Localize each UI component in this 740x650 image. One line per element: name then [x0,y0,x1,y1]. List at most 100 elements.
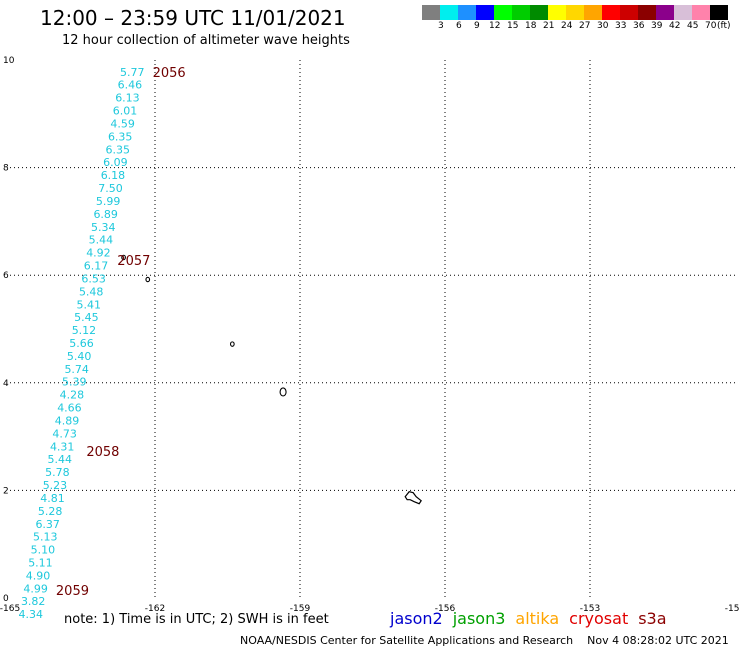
satellite-legend: jason2 jason3 altika cryosat s3a [390,609,677,628]
color-scale-label: 70 [705,21,717,31]
wave-height-label: 5.78 [45,466,70,479]
color-swatch [548,5,566,20]
color-scale-label: (ft) [717,21,731,31]
wave-height-label: 5.45 [74,311,99,324]
wave-height-label: 5.39 [62,376,87,389]
x-tick-label: -150 [725,604,740,614]
pass-time-label: 2058 [86,445,119,460]
y-tick-label: 0 [3,594,9,604]
wave-height-label: 4.34 [19,608,44,621]
satellite-altika: altika [515,609,560,628]
island-outline [404,491,422,505]
pass-time-label: 2057 [117,254,150,269]
x-tick-label: -159 [290,604,311,614]
y-tick-label: 10 [3,56,15,66]
wave-height-label: 6.13 [115,92,140,105]
wave-height-label: 5.12 [72,324,97,337]
footer-credit: NOAA/NESDIS Center for Satellite Applica… [240,634,574,647]
satellite-jason3: jason3 [452,609,506,628]
y-tick-label: 6 [3,271,9,281]
y-tick-label: 2 [3,486,9,496]
wave-height-label: 5.13 [33,531,58,544]
wave-height-label: 5.28 [38,505,63,518]
color-scale-label: 24 [561,21,573,31]
wave-height-label: 4.66 [57,402,82,415]
wave-height-label: 6.01 [113,105,138,118]
wave-height-label: 6.17 [84,260,109,273]
color-scale-label: 39 [651,21,663,31]
wave-height-label: 6.09 [103,156,128,169]
color-swatch [638,5,656,20]
wave-height-label: 5.40 [67,350,92,363]
island-outlines [121,254,422,505]
color-swatch [620,5,638,20]
color-swatch [692,5,710,20]
color-swatch [458,5,476,20]
x-tick-label: -156 [435,604,456,614]
chart-subtitle: 12 hour collection of altimeter wave hei… [62,33,350,48]
wave-height-label: 5.74 [64,363,89,376]
satellite-jason2: jason2 [390,609,443,628]
wave-height-label: 6.37 [35,518,60,531]
map-axes: -165 -162 -159 -156 -153 -150 0 2 4 6 8 10 [0,56,740,614]
pass-time-label: 2059 [56,584,89,599]
color-scale-label: 30 [597,21,609,31]
color-scale-label: 6 [456,21,462,31]
wave-height-label: 4.89 [55,414,80,427]
y-tick-label: 4 [3,379,9,389]
color-swatch [530,5,548,20]
color-scale-label: 9 [474,21,480,31]
wave-height-label: 7.50 [98,182,123,195]
island-outline [121,254,126,261]
wave-height-label: 6.53 [81,272,106,285]
wave-height-label: 5.48 [79,285,104,298]
color-swatch [422,5,440,20]
color-scale-label: 42 [669,21,681,31]
x-tick-label: -165 [0,604,20,614]
wave-height-label: 4.81 [40,492,65,505]
wave-height-label: 5.10 [31,544,56,557]
color-scale-label: 45 [687,21,699,31]
color-swatch [656,5,674,20]
color-scale-label: 18 [525,21,537,31]
wave-height-label: 6.89 [93,208,118,221]
wave-height-label: 4.59 [110,117,135,130]
color-swatch [440,5,458,20]
wave-height-label: 3.82 [21,595,46,608]
wave-height-label: 5.41 [77,298,102,311]
pass-labels: 2056 2057 2058 2059 [56,66,186,599]
satellite-cryosat: cryosat [569,609,629,628]
y-tick-label: 8 [3,164,9,174]
color-scale-label: 15 [507,21,519,31]
color-swatch [584,5,602,20]
x-tick-label: -153 [580,604,600,614]
color-swatch [494,5,512,20]
color-swatch [512,5,530,20]
wave-height-label: 6.35 [108,130,133,143]
wave-height-label: 6.46 [118,79,143,92]
wave-height-label: 5.23 [43,479,68,492]
satellite-s3a: s3a [638,609,667,628]
wave-height-label: 5.11 [28,556,53,569]
wave-height-label: 5.44 [48,453,73,466]
chart-title: 12:00 – 23:59 UTC 11/01/2021 [40,6,346,30]
wave-height-label: 5.34 [91,221,116,234]
color-scale-label: 12 [489,21,501,31]
wave-height-label: 5.44 [89,234,114,247]
wave-height-label: 5.99 [96,195,121,208]
island-outline [145,276,151,283]
altimeter-track: 5.776.466.136.014.596.356.356.096.187.50… [19,66,145,621]
wave-height-label: 5.66 [69,337,94,350]
x-tick-label: -162 [145,604,165,614]
wave-height-label: 6.18 [101,169,126,182]
wave-height-label: 4.99 [23,582,48,595]
map-grid [10,60,735,598]
color-scale-label: 27 [579,21,591,31]
island-outline [279,387,287,397]
wave-height-label: 4.92 [86,247,111,260]
color-swatch [602,5,620,20]
color-scale-label: 36 [633,21,645,31]
wave-height-label: 4.90 [26,569,51,582]
island-outline [229,341,235,347]
color-swatch [566,5,584,20]
